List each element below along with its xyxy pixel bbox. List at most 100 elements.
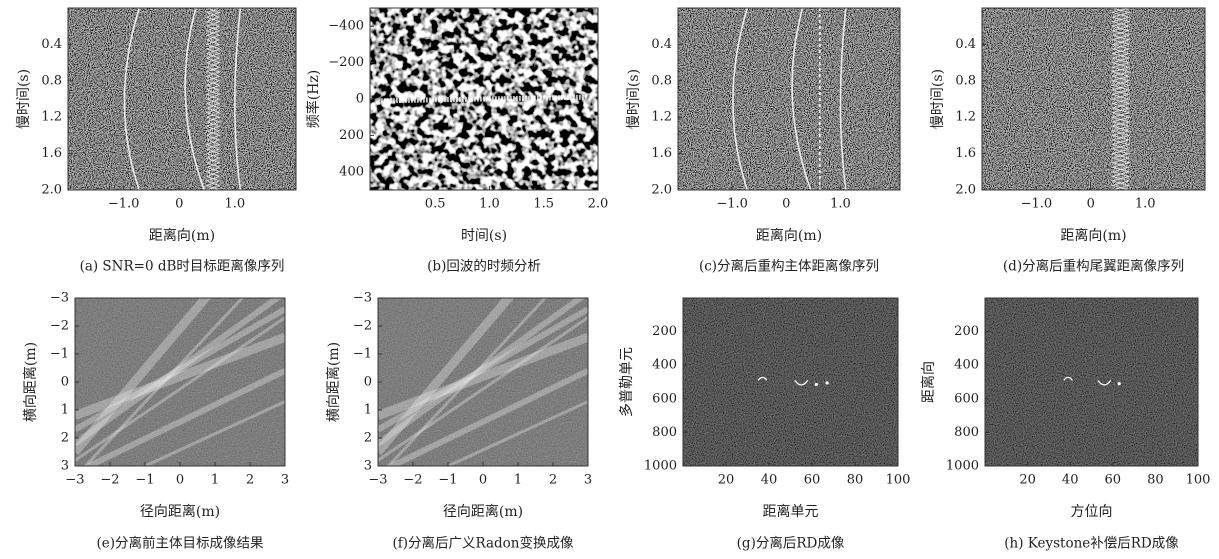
x-tick-label: 20 <box>718 473 735 488</box>
image-noise <box>683 298 898 466</box>
panel: −3 −2 −1 0 1 2 3−3−2−10123横向距离(m)径向距离(m)(f)分离后… <box>325 291 592 552</box>
image-noise <box>378 298 588 466</box>
y-tick-label: −400 <box>328 19 364 34</box>
plot-frame <box>682 297 899 467</box>
projection-band <box>378 332 588 420</box>
x-tick-label: 80 <box>847 473 864 488</box>
y-tick-label: 1 <box>364 403 372 418</box>
echo-trace <box>123 8 140 190</box>
y-tick-label: 400 <box>652 358 677 373</box>
projection-band <box>390 368 588 466</box>
caption: (h) Keystone补偿后RD成像 <box>1004 536 1179 552</box>
echo-trace <box>380 94 588 104</box>
y-tick-label: 400 <box>339 164 364 179</box>
y-tick-label: −1 <box>353 347 372 362</box>
x-tick-label: 3 <box>584 473 592 488</box>
projection-band <box>75 306 285 433</box>
y-axis-label: 慢时间(s) <box>625 69 642 129</box>
x-tick-label: 20 <box>1019 473 1036 488</box>
x-tick-label: 60 <box>1105 473 1122 488</box>
y-tick-label: 0.4 <box>651 37 672 52</box>
projection-band <box>83 298 245 466</box>
y-tick-label: 2 <box>364 431 372 446</box>
plot-frame <box>67 7 297 191</box>
echo-trace <box>184 8 205 190</box>
caption: (e)分离前主体目标成像结果 <box>96 535 264 552</box>
y-axis-label: 慢时间(s) <box>929 69 946 129</box>
y-tick-label: 1.6 <box>41 146 62 161</box>
x-tick-label: 60 <box>804 473 821 488</box>
projection-band <box>144 400 285 466</box>
projection-band <box>378 298 586 447</box>
projection-band <box>75 332 285 420</box>
echo-trace <box>205 8 221 190</box>
x-tick-label: 2.0 <box>588 197 609 212</box>
y-tick-label: 200 <box>652 324 677 339</box>
y-axis-label: 横向距离(m) <box>325 342 342 422</box>
y-tick-label: 200 <box>954 324 979 339</box>
echo-trace <box>234 8 242 190</box>
panel: 0.5 1.0 1.5 2.0 −400 −200 0 200 400 频率(Hz) 时间(s) (b… <box>305 7 609 275</box>
y-tick-label: −2 <box>50 319 69 334</box>
projection-band <box>87 368 285 466</box>
y-tick-label: 0.8 <box>651 73 672 88</box>
scatterer <box>1117 382 1121 386</box>
echo-trace <box>839 8 847 190</box>
image-content <box>378 298 588 466</box>
x-tick-label: 1.5 <box>533 197 554 212</box>
x-tick-label: −3 <box>65 473 84 488</box>
image-content <box>1111 8 1131 190</box>
x-tick-label: −1 <box>135 473 154 488</box>
caption: (b)回波的时频分析 <box>427 259 541 275</box>
y-tick-label: 3 <box>61 459 69 474</box>
x-tick-label: 1.0 <box>830 197 851 212</box>
x-axis-label: 径向距离(m) <box>443 503 523 520</box>
caption: (d)分离后重构尾翼距离像序列 <box>1003 258 1184 275</box>
projection-band <box>75 316 285 462</box>
image-content <box>123 8 242 190</box>
projection-band <box>378 306 588 433</box>
x-tick-label: 3 <box>281 473 289 488</box>
projection-band <box>75 298 212 455</box>
x-tick-label: 1 <box>211 473 219 488</box>
x-tick-label: 2 <box>549 473 557 488</box>
x-tick-label: 1.0 <box>1135 197 1156 212</box>
echo-trace <box>1111 8 1131 190</box>
y-tick-label: 0.8 <box>955 73 976 88</box>
y-axis-label: 距离向 <box>920 361 937 403</box>
caption: (f)分离后广义Radon变换成像 <box>392 535 574 552</box>
image-noise <box>678 8 900 190</box>
x-tick-label: 40 <box>761 473 778 488</box>
x-tick-label: −2 <box>403 473 422 488</box>
y-tick-label: 2.0 <box>651 183 672 198</box>
y-axis-label: 慢时间(s) <box>15 69 32 129</box>
x-tick-label: 0 <box>176 473 184 488</box>
x-tick-label: −3 <box>368 473 387 488</box>
x-tick-label: −1.0 <box>108 197 140 212</box>
x-axis-label: 时间(s) <box>461 228 507 244</box>
x-tick-label: 0 <box>479 473 487 488</box>
image-noise <box>985 298 1198 466</box>
y-tick-label: 0 <box>364 375 372 390</box>
scatterer <box>814 382 818 387</box>
scatterer <box>757 376 768 381</box>
projection-band <box>378 316 588 462</box>
y-tick-label: 1 <box>61 403 69 418</box>
y-tick-label: 1.6 <box>955 146 976 161</box>
y-tick-label: 0 <box>61 375 69 390</box>
echo-trace <box>732 8 749 190</box>
y-tick-label: 0.4 <box>41 37 62 52</box>
caption: (c)分离后重构主体距离像序列 <box>699 258 879 275</box>
x-tick-label: 100 <box>886 473 911 488</box>
x-axis-label: 距离单元 <box>763 503 819 520</box>
projection-band <box>75 298 283 447</box>
image-content <box>380 94 588 104</box>
x-tick-label: 1.0 <box>479 197 500 212</box>
y-tick-label: 2.0 <box>955 183 976 198</box>
y-axis-label: 频率(Hz) <box>305 70 322 129</box>
x-axis-label: 径向距离(m) <box>140 503 220 520</box>
y-axis-label: 多普勒单元 <box>618 347 635 417</box>
x-tick-label: −1.0 <box>1021 197 1053 212</box>
y-tick-label: 1000 <box>644 459 677 474</box>
